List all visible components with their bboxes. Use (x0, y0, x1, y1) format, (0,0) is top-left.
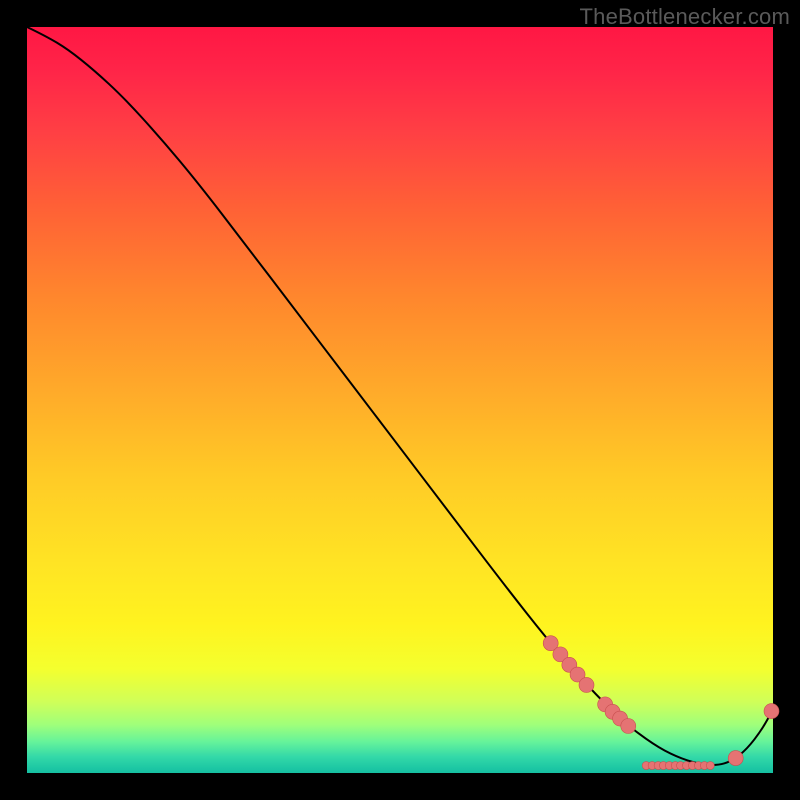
data-marker (764, 704, 779, 719)
data-marker (728, 751, 743, 766)
plot-background (27, 27, 773, 773)
gradient-chart (0, 0, 800, 800)
data-marker (621, 719, 636, 734)
watermark-label: TheBottlenecker.com (580, 4, 790, 30)
data-marker (706, 762, 714, 770)
data-marker (579, 677, 594, 692)
chart-container: TheBottlenecker.com (0, 0, 800, 800)
